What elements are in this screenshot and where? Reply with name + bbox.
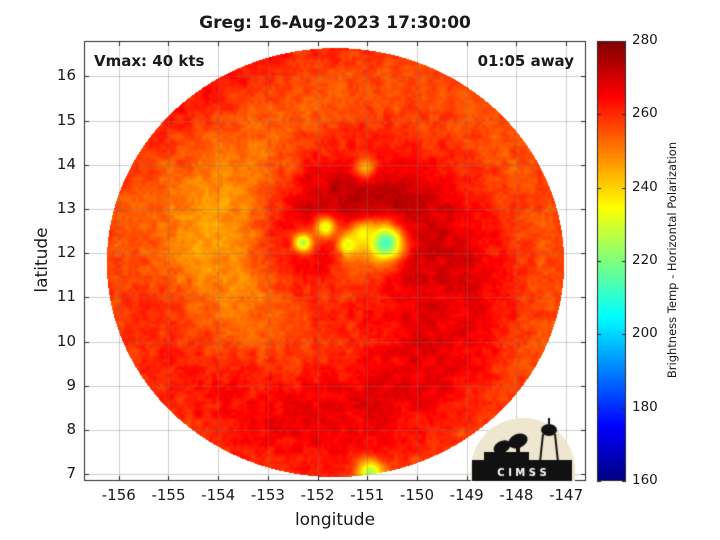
y-tick-label: 13 bbox=[56, 199, 76, 218]
y-tick-label: 10 bbox=[56, 331, 76, 350]
x-tick-label: -153 bbox=[250, 486, 285, 504]
vmax-label: Vmax: 40 kts bbox=[94, 52, 205, 70]
time-away-label: 01:05 away bbox=[477, 52, 574, 70]
colorbar-tick-label: 200 bbox=[632, 325, 658, 342]
y-tick-label: 11 bbox=[56, 287, 76, 306]
colorbar-tick-label: 220 bbox=[632, 252, 658, 268]
x-tick-label: -155 bbox=[151, 486, 186, 504]
x-tick-label: -149 bbox=[449, 486, 484, 504]
y-tick-label: 14 bbox=[56, 154, 76, 173]
x-tick-label: -154 bbox=[201, 486, 236, 504]
colorbar-tick-label: 180 bbox=[632, 398, 658, 415]
y-tick-label: 12 bbox=[56, 243, 76, 262]
x-tick-label: -151 bbox=[350, 486, 385, 504]
colorbar-label-text: Brightness Temp - Horizontal Polarizatio… bbox=[665, 141, 679, 379]
y-tick-label: 9 bbox=[66, 375, 76, 394]
y-tick-label: 8 bbox=[66, 420, 76, 439]
y-tick-label: 7 bbox=[66, 464, 76, 483]
x-tick-label: -152 bbox=[300, 486, 335, 504]
x-axis-label: longitude bbox=[294, 510, 376, 530]
colorbar-tick-label: 280 bbox=[632, 32, 658, 48]
x-tick-label: -150 bbox=[399, 486, 435, 504]
y-tick-label: 16 bbox=[56, 66, 76, 85]
colorbar-tick-label: 240 bbox=[632, 178, 658, 195]
x-tick-label: -148 bbox=[499, 486, 534, 504]
y-tick-label: 15 bbox=[56, 110, 76, 129]
colorbar-tick-label: 260 bbox=[632, 105, 658, 122]
colorbar-tick-label: 160 bbox=[632, 472, 658, 488]
x-tick-label: -147 bbox=[549, 486, 584, 504]
chart-title: Greg: 16-Aug-2023 17:30:00 bbox=[199, 13, 471, 33]
x-tick-label: -156 bbox=[101, 486, 136, 504]
